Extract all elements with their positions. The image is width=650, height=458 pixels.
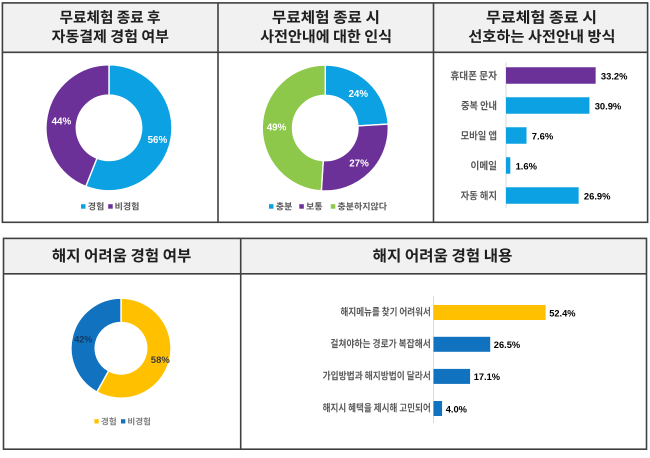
svg-text:30.9%: 30.9% bbox=[595, 101, 622, 112]
svg-text:52.4%: 52.4% bbox=[549, 308, 576, 318]
svg-text:42%: 42% bbox=[74, 335, 92, 345]
svg-text:27%: 27% bbox=[349, 158, 369, 169]
svg-text:33.2%: 33.2% bbox=[601, 71, 628, 82]
svg-text:26.5%: 26.5% bbox=[494, 340, 521, 350]
svg-text:1.6%: 1.6% bbox=[516, 161, 538, 172]
svg-text:26.9%: 26.9% bbox=[584, 191, 611, 202]
svg-text:7.6%: 7.6% bbox=[532, 131, 554, 142]
svg-text:4.0%: 4.0% bbox=[446, 404, 468, 414]
svg-text:17.1%: 17.1% bbox=[474, 372, 501, 382]
svg-text:49%: 49% bbox=[267, 122, 287, 133]
svg-text:24%: 24% bbox=[348, 89, 368, 100]
svg-text:58%: 58% bbox=[151, 355, 171, 366]
svg-text:56%: 56% bbox=[148, 135, 168, 146]
svg-text:44%: 44% bbox=[52, 117, 72, 128]
